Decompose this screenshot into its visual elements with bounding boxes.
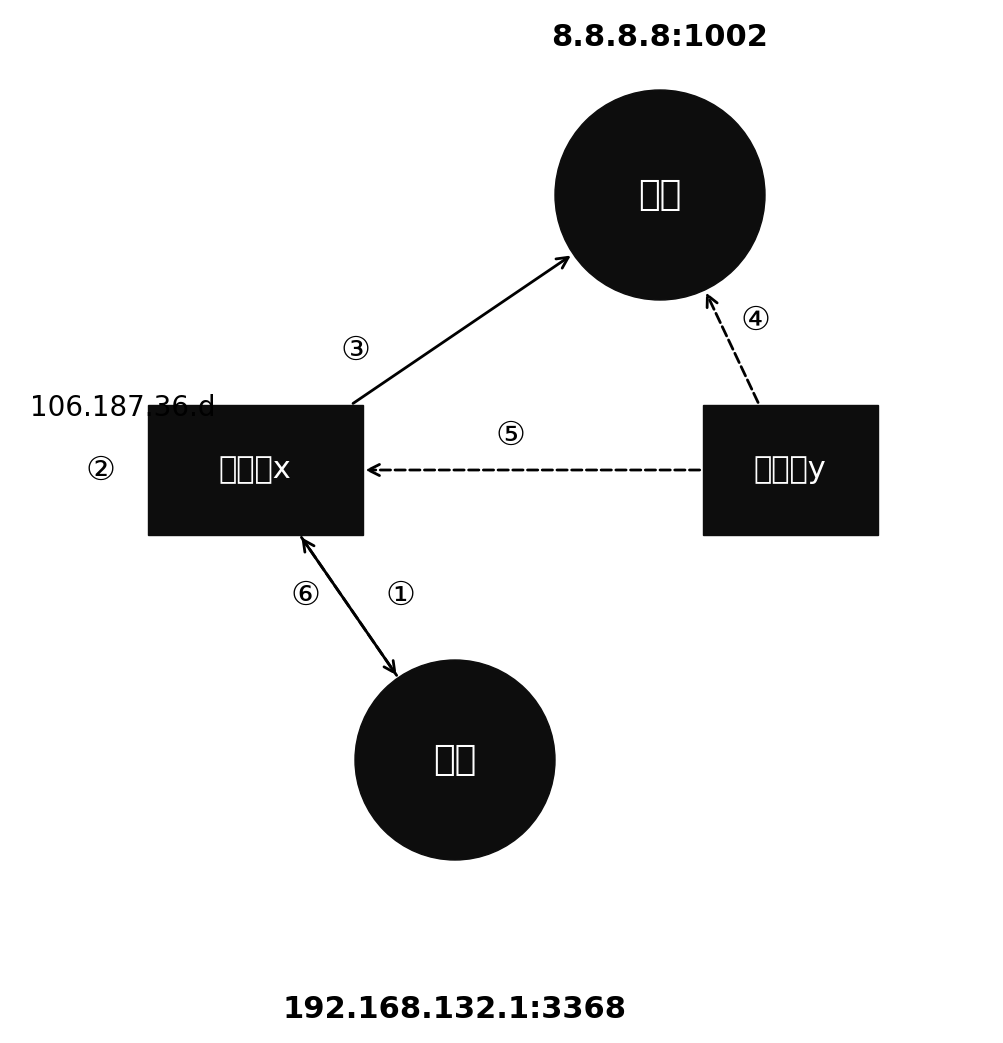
Text: 106.187.36.d: 106.187.36.d (30, 394, 216, 422)
Text: ④: ④ (739, 304, 769, 337)
Text: 服务器y: 服务器y (753, 456, 825, 485)
FancyBboxPatch shape (147, 405, 362, 535)
Text: ③: ③ (340, 334, 369, 366)
FancyBboxPatch shape (702, 405, 877, 535)
Text: 8.8.8.8:1002: 8.8.8.8:1002 (551, 24, 767, 52)
Text: 服务器x: 服务器x (219, 456, 291, 485)
Circle shape (355, 660, 555, 860)
Text: ②: ② (85, 454, 114, 486)
Text: ⑥: ⑥ (290, 579, 320, 611)
Circle shape (555, 90, 764, 300)
Text: 用户: 用户 (433, 743, 476, 777)
Text: 192.168.132.1:3368: 192.168.132.1:3368 (283, 995, 627, 1024)
Text: 目标: 目标 (638, 178, 681, 212)
Text: ①: ① (385, 579, 414, 611)
Text: ⑤: ⑤ (494, 418, 525, 452)
